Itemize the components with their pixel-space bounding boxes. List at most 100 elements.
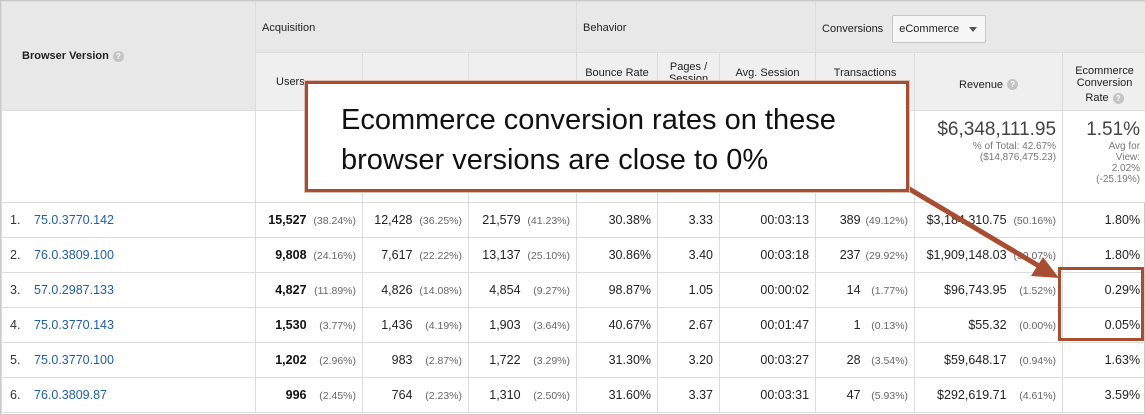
sessions-pct: (25.10%) bbox=[527, 250, 571, 262]
browser-version-link[interactable]: 76.0.3809.100 bbox=[34, 248, 114, 262]
help-icon[interactable]: ? bbox=[1007, 79, 1019, 91]
totals-revenue-pct: % of Total: 42.67% bbox=[972, 141, 1057, 152]
new-users-value: 764 bbox=[391, 388, 413, 402]
cell-bounce-rate: 31.60% bbox=[576, 377, 659, 413]
cell-new-users: 983 (2.87%) bbox=[362, 342, 469, 378]
revenue-value: $1,909,148.03 bbox=[926, 248, 1007, 262]
cell-revenue: $59,648.17 (0.94%) bbox=[914, 342, 1064, 378]
cell-sessions: 13,137 (25.10%) bbox=[467, 237, 578, 273]
totals-conversion-rate: 1.51% Avg for View: 2.02% (-25.19%) bbox=[1062, 110, 1145, 203]
cell-bounce-rate: 31.30% bbox=[576, 342, 659, 378]
row-index: 6. bbox=[10, 388, 21, 402]
group-conversions: Conversions eCommerce bbox=[815, 1, 1145, 53]
transactions-pct: (0.13%) bbox=[871, 320, 909, 332]
help-icon[interactable]: ? bbox=[1112, 92, 1124, 104]
totals-conv-avg-4: (-25.19%) bbox=[1096, 174, 1141, 185]
transactions-value: 237 bbox=[839, 248, 861, 262]
cell-browser: 5. 75.0.3770.100 bbox=[1, 342, 256, 378]
cell-revenue: $3,184,310.75 (50.16%) bbox=[914, 202, 1064, 238]
col-conversion-rate-label: Ecommerce Conversion bbox=[1075, 65, 1134, 89]
conversions-dropdown-value: eCommerce bbox=[899, 23, 960, 35]
cell-sessions: 1,903 (3.64%) bbox=[467, 307, 578, 343]
browser-version-link[interactable]: 76.0.3809.87 bbox=[34, 388, 107, 402]
cell-new-users: 7,617 (22.22%) bbox=[362, 237, 469, 273]
cell-users: 1,530 (3.77%) bbox=[255, 307, 363, 343]
table-body: 1. 75.0.3770.142 15,527 (38.24%) 12,428 (36… bbox=[1, 202, 1145, 413]
sessions-pct: (41.23%) bbox=[527, 215, 571, 227]
cell-bounce-rate: 30.38% bbox=[576, 202, 659, 238]
new-users-pct: (2.87%) bbox=[425, 355, 462, 367]
cell-conversion-rate: 3.59% bbox=[1062, 377, 1145, 413]
totals-conv-avg-2: View: bbox=[1115, 152, 1141, 163]
cell-sessions: 1,310 (2.50%) bbox=[467, 377, 578, 413]
annotation-callout: Ecommerce conversion rates on these brow… bbox=[305, 81, 909, 192]
cell-transactions: 389 (49.12%) bbox=[815, 202, 916, 238]
cell-users: 1,202 (2.96%) bbox=[255, 342, 363, 378]
cell-transactions: 14 (1.77%) bbox=[815, 272, 916, 308]
browser-version-link[interactable]: 75.0.3770.100 bbox=[34, 353, 114, 367]
cell-users: 15,527 (38.24%) bbox=[255, 202, 363, 238]
cell-sessions: 4,854 (9.27%) bbox=[467, 272, 578, 308]
cell-transactions: 1 (0.13%) bbox=[815, 307, 916, 343]
cell-revenue: $1,909,148.03 (30.07%) bbox=[914, 237, 1064, 273]
cell-users: 996 (2.45%) bbox=[255, 377, 363, 413]
sessions-pct: (3.29%) bbox=[533, 355, 571, 367]
totals-revenue-value: $6,348,111.95 bbox=[937, 119, 1057, 140]
row-index: 5. bbox=[10, 353, 21, 367]
highlight-box bbox=[1058, 267, 1144, 341]
cell-avg-session: 00:03:13 bbox=[719, 202, 817, 238]
cell-bounce-rate: 98.87% bbox=[576, 272, 659, 308]
cell-users: 9,808 (24.16%) bbox=[255, 237, 363, 273]
new-users-pct: (22.22%) bbox=[419, 250, 462, 262]
users-pct: (2.45%) bbox=[319, 390, 356, 402]
revenue-value: $55.32 bbox=[968, 318, 1007, 332]
users-value: 1,202 bbox=[275, 353, 307, 367]
cell-pages-session: 1.05 bbox=[657, 272, 721, 308]
cell-pages-session: 3.37 bbox=[657, 377, 721, 413]
browser-version-link[interactable]: 57.0.2987.133 bbox=[34, 283, 114, 297]
users-value: 15,527 bbox=[268, 213, 307, 227]
sessions-value: 21,579 bbox=[482, 213, 521, 227]
browser-version-link[interactable]: 75.0.3770.143 bbox=[34, 318, 114, 332]
sessions-value: 1,903 bbox=[489, 318, 521, 332]
dimension-header[interactable]: Browser Version? bbox=[1, 1, 256, 111]
sessions-pct: (3.64%) bbox=[533, 320, 571, 332]
cell-transactions: 28 (3.54%) bbox=[815, 342, 916, 378]
new-users-pct: (36.25%) bbox=[419, 215, 462, 227]
users-pct: (2.96%) bbox=[319, 355, 356, 367]
totals-conv-avg-1: Avg for bbox=[1108, 141, 1141, 152]
cell-avg-session: 00:00:02 bbox=[719, 272, 817, 308]
new-users-pct: (14.08%) bbox=[419, 285, 462, 297]
users-value: 9,808 bbox=[275, 248, 307, 262]
row-index: 3. bbox=[10, 283, 21, 297]
revenue-value: $3,184,310.75 bbox=[926, 213, 1007, 227]
totals-revenue-total: ($14,876,475.23) bbox=[979, 152, 1057, 163]
new-users-value: 4,826 bbox=[381, 283, 413, 297]
revenue-pct: (50.16%) bbox=[1013, 215, 1057, 227]
col-conversion-rate-label-2: Rate bbox=[1085, 92, 1109, 104]
new-users-value: 1,436 bbox=[381, 318, 413, 332]
browser-version-link[interactable]: 75.0.3770.142 bbox=[34, 213, 114, 227]
group-acquisition: Acquisition bbox=[254, 1, 578, 53]
conversions-dropdown[interactable]: eCommerce bbox=[892, 15, 987, 43]
revenue-pct: (30.07%) bbox=[1013, 250, 1057, 262]
cell-users: 4,827 (11.89%) bbox=[255, 272, 363, 308]
cell-revenue: $55.32 (0.00%) bbox=[914, 307, 1064, 343]
help-icon[interactable]: ? bbox=[112, 50, 124, 62]
cell-browser: 4. 75.0.3770.143 bbox=[1, 307, 256, 343]
cell-pages-session: 2.67 bbox=[657, 307, 721, 343]
sessions-value: 4,854 bbox=[489, 283, 521, 297]
col-conversion-rate[interactable]: Ecommerce Conversion Rate? bbox=[1062, 52, 1145, 111]
totals-conv-value: 1.51% bbox=[1086, 119, 1141, 140]
cell-bounce-rate: 40.67% bbox=[576, 307, 659, 343]
new-users-value: 7,617 bbox=[381, 248, 413, 262]
cell-avg-session: 00:03:18 bbox=[719, 237, 817, 273]
col-revenue[interactable]: Revenue? bbox=[914, 52, 1064, 111]
table-row: 5. 75.0.3770.100 1,202 (2.96%) 983 (2.87%) 1… bbox=[1, 342, 1145, 378]
cell-conversion-rate: 0.29% bbox=[1062, 272, 1145, 308]
revenue-pct: (0.00%) bbox=[1019, 320, 1057, 332]
totals-conv-avg-3: 2.02% bbox=[1111, 163, 1141, 174]
revenue-pct: (1.52%) bbox=[1019, 285, 1057, 297]
users-pct: (38.24%) bbox=[313, 215, 356, 227]
cell-pages-session: 3.33 bbox=[657, 202, 721, 238]
